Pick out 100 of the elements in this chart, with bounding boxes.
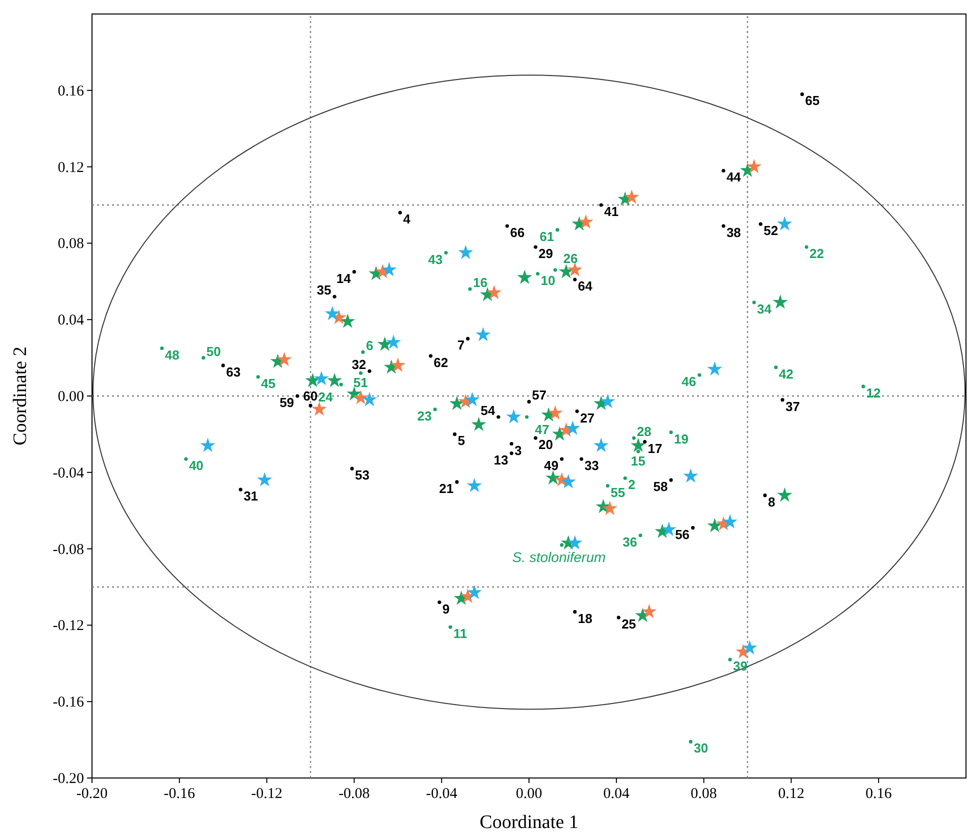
- point: [565, 420, 580, 435]
- point: [471, 416, 486, 432]
- point: [327, 372, 342, 388]
- point: [505, 224, 509, 228]
- point: [534, 436, 538, 440]
- annotation: 2: [628, 477, 636, 492]
- point: [599, 203, 603, 207]
- point: [774, 366, 778, 370]
- point: [305, 372, 320, 388]
- point: [202, 356, 206, 360]
- point: [276, 352, 292, 366]
- point: [546, 470, 561, 485]
- annotation: 46: [682, 374, 696, 389]
- point: [438, 600, 442, 604]
- annotation: 29: [538, 246, 554, 262]
- annotation: 47: [534, 422, 550, 438]
- point: [573, 610, 577, 614]
- point: [510, 442, 514, 446]
- annotation: 49: [544, 458, 558, 474]
- annotation: 44: [726, 170, 742, 185]
- y-axis-title: Coordinate 2: [10, 346, 31, 446]
- point: [312, 401, 327, 416]
- annotation: 60: [303, 388, 318, 404]
- point: [780, 398, 784, 402]
- x-tick-label: 0.16: [865, 786, 892, 802]
- annotation: 57: [532, 388, 546, 403]
- point: [763, 494, 767, 498]
- annotation: 7: [457, 338, 465, 353]
- annotation: 64: [578, 278, 594, 294]
- y-tick-label: -0.20: [52, 771, 84, 787]
- x-tick-label: 0.04: [603, 786, 630, 802]
- point: [560, 457, 564, 461]
- point: [742, 640, 758, 655]
- annotation: 18: [578, 610, 592, 626]
- annotation: 33: [584, 458, 599, 474]
- point: [616, 616, 620, 620]
- annotation: 35: [316, 282, 332, 298]
- point: [580, 457, 584, 461]
- point: [358, 371, 363, 375]
- point: [606, 484, 610, 488]
- point: [386, 334, 402, 349]
- annotation: 42: [778, 366, 794, 382]
- annotation: 19: [674, 431, 688, 446]
- point: [573, 278, 577, 282]
- point: [722, 168, 726, 172]
- annotation: 53: [355, 468, 370, 483]
- point: [758, 222, 762, 226]
- x-tick-label: 0.12: [778, 786, 804, 802]
- point: [221, 364, 225, 368]
- annotation: 31: [244, 488, 258, 504]
- point: [567, 535, 582, 550]
- annotation: 4: [403, 212, 412, 227]
- point: [688, 740, 692, 744]
- y-tick-label: -0.08: [52, 542, 84, 558]
- point: [296, 394, 300, 398]
- annotation: 13: [494, 452, 508, 468]
- point: [449, 396, 464, 410]
- point: [746, 158, 762, 174]
- point: [553, 268, 558, 272]
- point: [683, 468, 698, 483]
- point: [352, 270, 356, 274]
- annotation: 58: [653, 479, 668, 494]
- point: [728, 658, 732, 662]
- point: [862, 384, 866, 388]
- point: [772, 294, 788, 309]
- point: [238, 488, 242, 492]
- annotation: 17: [648, 440, 662, 456]
- x-axis-title: Coordinate 1: [480, 812, 578, 833]
- point: [536, 272, 540, 276]
- point: [548, 405, 563, 420]
- annotation: 51: [353, 375, 368, 390]
- annotation: S. stoloniferum: [512, 548, 606, 565]
- annotation: 5: [458, 433, 465, 448]
- annotation: 36: [622, 534, 638, 550]
- point: [455, 480, 459, 484]
- annotation: 50: [206, 344, 221, 359]
- x-tick-label: -0.12: [251, 786, 282, 802]
- point: [466, 336, 470, 340]
- point: [377, 336, 392, 351]
- annotation: 14: [336, 270, 352, 286]
- point: [308, 404, 312, 408]
- point: [160, 346, 164, 350]
- annotation: 56: [675, 526, 690, 542]
- annotation: 55: [610, 484, 626, 500]
- point: [256, 375, 260, 379]
- point: [517, 270, 532, 284]
- annotation: 54: [480, 403, 496, 418]
- point: [722, 514, 738, 528]
- y-tick-label: 0.12: [58, 160, 84, 176]
- point: [560, 474, 576, 488]
- point: [324, 306, 340, 320]
- point: [476, 326, 491, 342]
- y-tick-label: 0.08: [58, 236, 84, 252]
- annotation: 41: [604, 204, 619, 219]
- point: [804, 245, 808, 249]
- point: [398, 210, 402, 214]
- annotation: 22: [809, 246, 824, 262]
- y-tick-label: -0.12: [52, 618, 84, 634]
- point: [707, 361, 722, 376]
- point: [428, 354, 432, 358]
